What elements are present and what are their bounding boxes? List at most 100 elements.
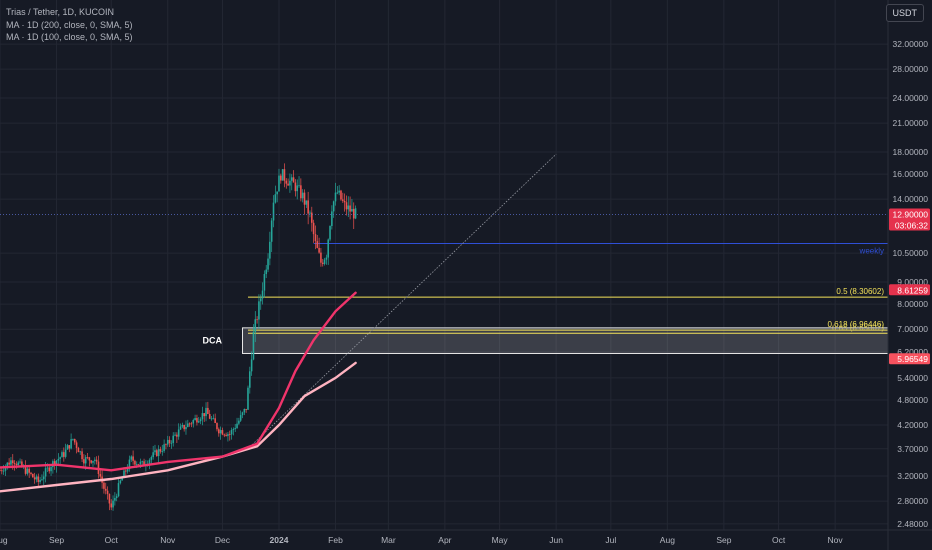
candle (19, 458, 21, 465)
candle (238, 417, 240, 426)
candle (300, 178, 302, 202)
candle-body (134, 460, 136, 465)
candle (294, 179, 297, 197)
candle-body (44, 468, 47, 477)
price-tick-label: 4.80000 (897, 395, 928, 405)
time-tick-label: Jul (605, 535, 616, 545)
time-tick-label: 2024 (270, 535, 289, 545)
candle (42, 471, 45, 486)
ma100-price-tag-bg (889, 284, 930, 296)
candle-body (270, 220, 273, 242)
candle-body (214, 418, 216, 424)
candle-body (352, 208, 355, 219)
candle-body (28, 468, 30, 473)
candles (0, 163, 357, 511)
candle-body (70, 439, 72, 449)
time-tick-label: Oct (105, 535, 119, 545)
trendline-layer[interactable] (247, 153, 557, 450)
candle-body (354, 208, 357, 219)
candle (347, 196, 350, 218)
time-tick-label: Nov (160, 535, 176, 545)
candle (92, 460, 94, 467)
candle-body (95, 459, 98, 462)
candle-body (207, 407, 209, 414)
candle (283, 163, 286, 188)
dca-zone[interactable]: DCA (203, 327, 889, 354)
price-tick-label: 4.20000 (897, 420, 928, 430)
candle-body (332, 201, 335, 212)
candle (245, 408, 247, 413)
candle (205, 402, 207, 422)
candle (214, 413, 216, 424)
candle-body (137, 464, 140, 465)
candle (75, 440, 78, 454)
candle-body (221, 430, 224, 435)
candle-body (309, 212, 311, 214)
candle (95, 456, 98, 465)
price-tick-label: 3.70000 (897, 444, 928, 454)
candle-body (4, 466, 7, 471)
candle-body (21, 461, 23, 467)
candle-body (108, 493, 111, 504)
candle-body (329, 225, 331, 240)
ma200-legend[interactable]: MA · 1D (200, close, 0, SMA, 5) (6, 19, 133, 30)
candle-body (41, 479, 43, 481)
candle (41, 474, 43, 481)
candle (165, 443, 167, 450)
candle-body (292, 177, 295, 183)
candle (188, 422, 191, 427)
candle (345, 195, 348, 216)
candle (50, 464, 52, 476)
candle-body (143, 461, 145, 466)
candle (332, 200, 335, 218)
candle (219, 426, 222, 440)
candle (314, 225, 317, 250)
candle-body (199, 419, 202, 422)
candle-body (345, 202, 348, 210)
candle-body (148, 459, 151, 465)
horizontal-levels[interactable]: 0.5 (8.30602) 0.618 (6.96446)0.65 (6.6500… (247, 243, 888, 334)
candle (243, 408, 246, 416)
candle-body (294, 182, 297, 192)
candle-body (139, 461, 142, 465)
candle (307, 191, 309, 225)
symbol-title[interactable]: Trias / Tether, 1D, KUCOIN (6, 7, 115, 17)
candle-body (132, 456, 134, 461)
candle (181, 422, 184, 429)
candle-body (334, 192, 337, 202)
candle (86, 452, 89, 460)
candle-body (24, 466, 27, 474)
fib-0.618-label: 0.618 (6.96446) (828, 320, 885, 329)
candle (194, 414, 196, 421)
candle (241, 411, 244, 419)
candle-body (48, 467, 51, 472)
candle-body (276, 191, 278, 195)
candle-body (340, 190, 342, 200)
candle-body (165, 444, 167, 446)
candle (270, 217, 273, 253)
candle (83, 454, 85, 467)
price-tick-label: 5.40000 (897, 373, 928, 383)
candle (163, 439, 165, 453)
time-axis[interactable]: Aug Sep Oct Nov Dec 2024 Feb Mar Apr May Jun Jul Aug… (0, 529, 932, 545)
candle (296, 179, 299, 200)
candle (276, 191, 278, 203)
candle-body (90, 460, 92, 463)
candle (185, 420, 187, 435)
price-axis[interactable]: 32.00000 28.00000 24.00000 21.00000 18.00000… (887, 0, 928, 550)
candle-body (269, 241, 271, 259)
candle-body (181, 425, 184, 427)
candle (104, 482, 107, 495)
ma100-line (0, 291, 357, 472)
candle (63, 447, 65, 462)
candle-body (323, 259, 326, 264)
currency-button[interactable]: USDT (885, 4, 924, 22)
candle-body (75, 442, 78, 448)
candle-body (8, 462, 10, 465)
ma100-legend[interactable]: MA · 1D (100, close, 0, SMA, 5) (6, 32, 133, 42)
candle-body (110, 503, 113, 508)
candle (309, 210, 311, 218)
candle (212, 414, 215, 420)
candle (28, 466, 30, 478)
